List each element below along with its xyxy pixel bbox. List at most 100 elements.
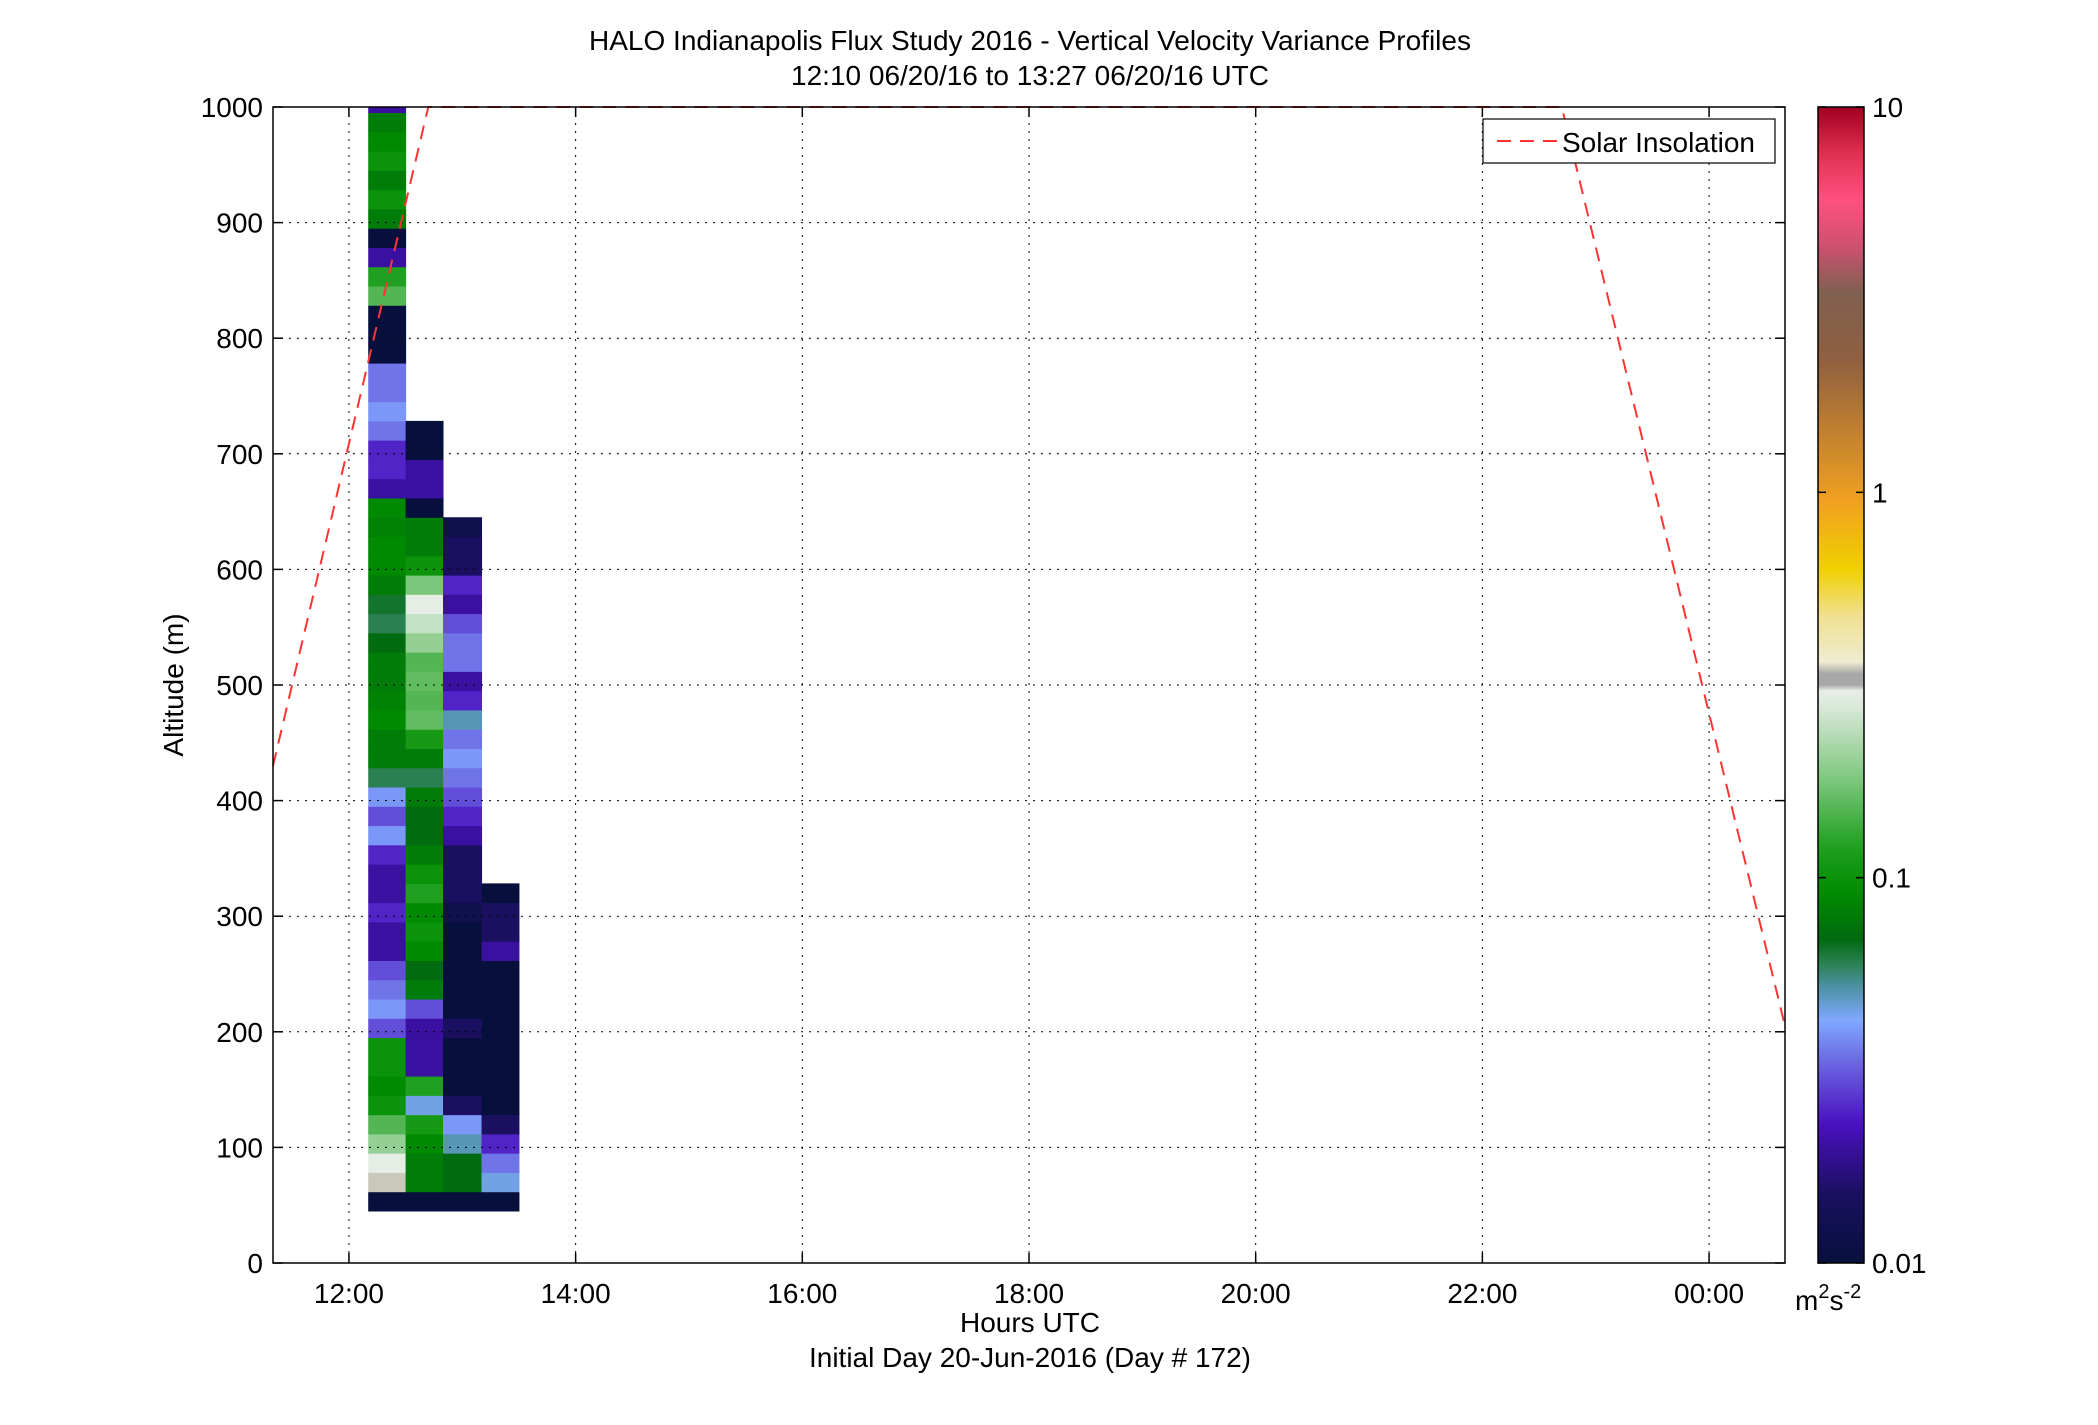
heatmap-cell [368, 247, 407, 268]
heatmap-cell [368, 806, 407, 827]
heatmap-cell [481, 883, 520, 904]
heatmap-cell [405, 1114, 444, 1135]
heatmap-cell [368, 999, 407, 1019]
heatmap-cell [368, 151, 407, 171]
heatmap-cell [443, 787, 483, 807]
heatmap-cell [405, 613, 444, 634]
heatmap-cell [368, 748, 407, 769]
heatmap-cell [443, 671, 483, 692]
heatmap-cell [443, 1076, 483, 1096]
y-tick-label: 1000 [201, 92, 263, 123]
heatmap-cell [443, 941, 483, 961]
heatmap-cell [405, 440, 444, 460]
heatmap-cell [405, 1076, 444, 1096]
heatmap-cell [405, 979, 444, 1000]
x-tick-label: 18:00 [994, 1278, 1064, 1309]
heatmap-cell [405, 902, 444, 923]
heatmap-cell [405, 941, 444, 961]
heatmap-cell [405, 1191, 444, 1212]
y-tick-label: 200 [216, 1017, 263, 1048]
heatmap-cell [405, 690, 444, 711]
heatmap-cell [405, 671, 444, 692]
heatmap-cell [405, 999, 444, 1019]
heatmap-cell [368, 864, 407, 884]
legend-entry-solar-insolation: Solar Insolation [1562, 127, 1755, 158]
heatmap-cell [481, 1018, 520, 1039]
heatmap-cell [368, 305, 407, 326]
heatmap-cell [443, 1095, 483, 1116]
heatmap-cell [368, 1095, 407, 1116]
heatmap-cell [405, 555, 444, 576]
colorbar-units: m2s-2 [1795, 1281, 1861, 1316]
heatmap-cell [368, 497, 407, 518]
heatmap-cell [368, 208, 407, 229]
heatmap-cell [443, 594, 483, 615]
heatmap-cell [443, 864, 483, 884]
heatmap-cell [368, 189, 407, 210]
heatmap-cell [443, 729, 483, 749]
colorbar-units-mid: s [1829, 1285, 1843, 1316]
heatmap-cell [443, 536, 483, 557]
heatmap-cell [405, 1133, 444, 1154]
heatmap-cell [443, 999, 483, 1019]
colorbar-units-base: m [1795, 1285, 1818, 1316]
colorbar-gradient [1817, 106, 1865, 1264]
heatmap-cell [368, 1172, 407, 1193]
heatmap-cell [481, 921, 520, 942]
heatmap-cell [405, 960, 444, 981]
y-tick-label: 500 [216, 670, 263, 701]
heatmap-cell [368, 787, 407, 807]
x-tick-label: 14:00 [541, 1278, 611, 1309]
heatmap-cell [443, 652, 483, 672]
heatmap-cell [443, 767, 483, 788]
heatmap-cell [481, 999, 520, 1019]
heatmap-cell [368, 575, 407, 595]
heatmap-cell [405, 767, 444, 788]
heatmap-cell [405, 632, 444, 653]
colorbar-tick-label: 0.1 [1872, 863, 1911, 894]
x-tick-label: 22:00 [1447, 1278, 1517, 1309]
heatmap-cell [443, 1133, 483, 1154]
heatmap-cell [405, 806, 444, 827]
heatmap-cell [368, 382, 407, 403]
heatmap-cell [368, 343, 407, 364]
heatmap-cell [405, 921, 444, 942]
heatmap-cell [368, 844, 407, 865]
heatmap-cell [368, 420, 407, 441]
heatmap-cell [481, 960, 520, 981]
heatmap-cell [443, 1056, 483, 1077]
colorbar-units-sup2: -2 [1843, 1281, 1861, 1303]
heatmap-cell [368, 960, 407, 981]
heatmap-cell [368, 671, 407, 692]
heatmap-cell [368, 613, 407, 634]
heatmap-cell [443, 748, 483, 769]
heatmap-cell [368, 478, 407, 499]
heatmap-cell [443, 613, 483, 634]
heatmap-cell [368, 767, 407, 788]
gridlines [273, 106, 1785, 1264]
heatmap-cell [443, 883, 483, 904]
colorbar: 0.01 0.1 1 10 m2s-2 [1795, 92, 1927, 1316]
heatmap-cell [405, 478, 444, 499]
heatmap-cell [443, 960, 483, 981]
heatmap-cell [368, 363, 407, 383]
heatmap-cell [443, 921, 483, 942]
heatmap-cell [443, 806, 483, 827]
y-tick-label: 100 [216, 1132, 263, 1163]
x-tick-label: 20:00 [1221, 1278, 1291, 1309]
heatmap-cell [405, 709, 444, 730]
heatmap-cell [405, 459, 444, 480]
heatmap-cell [405, 729, 444, 749]
heatmap-cell [368, 401, 407, 422]
heatmap-cell [443, 1114, 483, 1135]
heatmap-cell [405, 594, 444, 615]
heatmap-cell [368, 112, 407, 133]
heatmap-cell [405, 1172, 444, 1193]
heatmap-cell [443, 632, 483, 653]
heatmap-cell [481, 1037, 520, 1058]
heatmap-cell [368, 825, 407, 846]
heatmap-cell [368, 941, 407, 961]
heatmap-cell [368, 170, 407, 191]
heatmap-cell [368, 1018, 407, 1039]
